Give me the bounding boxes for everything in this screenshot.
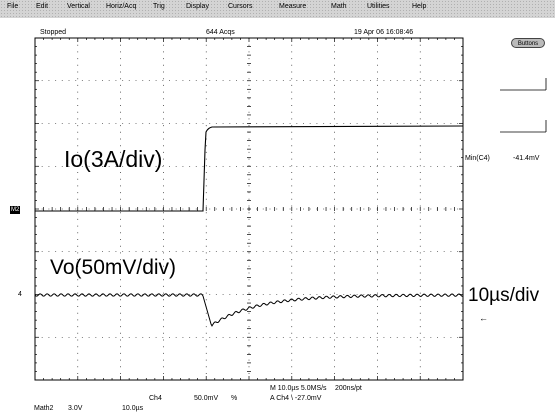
menu-bar: File Edit Vertical Horiz/Acq Trig Displa… (0, 0, 555, 18)
ch4-scale: 50.0mV (194, 395, 219, 402)
math-ref-marker[interactable]: M2 (10, 206, 21, 214)
measurement-bracket-upper (500, 78, 547, 91)
acq-count: 644 Acqs (206, 29, 235, 36)
menu-math[interactable]: Math (331, 3, 347, 10)
trigger-readout: A Ch4 \ -27.0mV (270, 395, 322, 402)
measurement-value: -41.4mV (513, 155, 540, 162)
graticule (34, 37, 464, 381)
menu-horiz-acq[interactable]: Horiz/Acq (106, 3, 137, 10)
menu-cursors[interactable]: Cursors (228, 3, 253, 10)
ch4-name: Ch4 (149, 395, 162, 402)
record-readout: 200ns/pt (335, 385, 362, 392)
ch4-coupling: % (231, 395, 238, 402)
timebase-readout: M 10.0µs 5.0MS/s (270, 385, 327, 392)
menu-trig[interactable]: Trig (153, 3, 165, 10)
menu-measure[interactable]: Measure (279, 3, 307, 10)
math-time: 10.0µs (122, 405, 144, 412)
menu-utilities[interactable]: Utilities (367, 3, 390, 10)
trigger-arrow-icon: ← (479, 313, 488, 323)
ch4-ref-marker[interactable]: 4 (18, 291, 22, 298)
vo-scale-annotation: Vo(50mV/div) (50, 256, 177, 279)
menu-edit[interactable]: Edit (36, 3, 49, 10)
menu-help[interactable]: Help (412, 3, 427, 10)
measurement-label: Min(C4) (465, 155, 490, 162)
menu-display[interactable]: Display (186, 3, 209, 10)
acq-timestamp: 19 Apr 06 16:08:46 (354, 29, 414, 36)
io-scale-annotation: Io(3A/div) (64, 146, 163, 172)
math-scale: 3.0V (68, 405, 83, 412)
timebase-annotation: 10µs/div (468, 285, 540, 306)
measurement-bracket-lower (500, 120, 547, 133)
math-name: Math2 (34, 405, 54, 412)
io-trace (35, 125, 464, 212)
vo-trace (34, 293, 464, 327)
menu-vertical[interactable]: Vertical (67, 3, 90, 10)
buttons-button[interactable]: Buttons (511, 38, 545, 48)
menu-file[interactable]: File (7, 3, 19, 10)
run-state: Stopped (40, 29, 67, 36)
